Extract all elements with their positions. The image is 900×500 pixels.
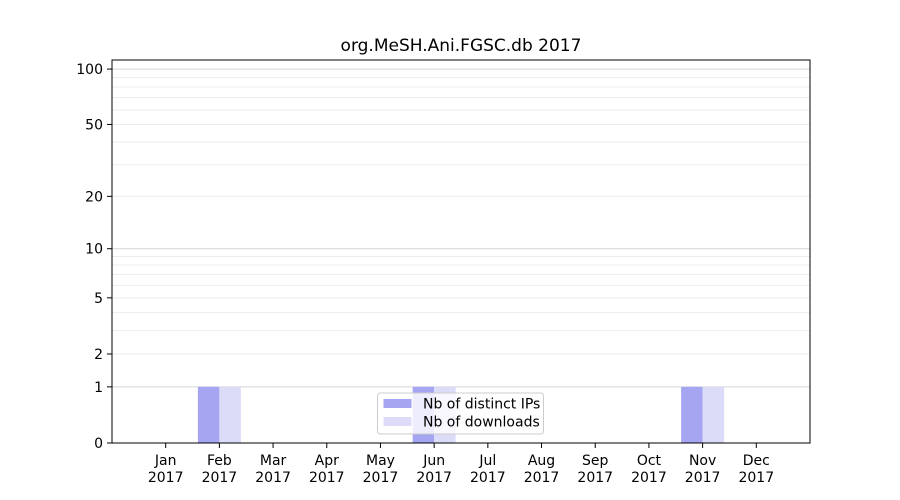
x-tick-label-month: Jul: [478, 453, 496, 469]
chart-title: org.MeSH.Ani.FGSC.db 2017: [341, 36, 582, 56]
axis-layer: 0125102050100Jan2017Feb2017Mar2017Apr201…: [76, 62, 774, 486]
x-tick-label-year: 2017: [255, 470, 291, 486]
legend-swatch-downloads: [383, 417, 412, 426]
x-tick-label-year: 2017: [524, 470, 560, 486]
x-tick-label-month: Dec: [743, 453, 770, 469]
bar-nb-of-distinct-ips-nov-2017: [681, 386, 703, 443]
x-tick-label-year: 2017: [685, 470, 721, 486]
x-tick-label-year: 2017: [309, 470, 345, 486]
x-tick-label-year: 2017: [363, 470, 399, 486]
x-tick-label-month: Sep: [582, 453, 609, 469]
y-tick-label: 5: [94, 291, 103, 307]
legend-label-downloads: Nb of downloads: [423, 415, 540, 431]
y-tick-label: 10: [85, 242, 103, 258]
legend: Nb of distinct IPs Nb of downloads: [377, 392, 544, 435]
x-tick-label-year: 2017: [470, 470, 506, 486]
x-tick-label-year: 2017: [577, 470, 613, 486]
y-tick-label: 100: [76, 62, 103, 78]
x-tick-label-month: May: [366, 453, 395, 469]
plot-border: [111, 59, 811, 444]
x-tick-label-month: Aug: [528, 453, 555, 469]
legend-box: [377, 392, 544, 435]
legend-label-distinct-ips: Nb of distinct IPs: [423, 397, 540, 413]
x-tick-label-year: 2017: [738, 470, 774, 486]
y-tick-label: 2: [94, 347, 103, 363]
x-tick-label-month: Jun: [422, 453, 445, 469]
y-tick-label: 0: [94, 436, 103, 452]
bar-nb-of-distinct-ips-feb-2017: [197, 386, 220, 443]
y-tick-label: 50: [85, 117, 103, 133]
grid-layer: [112, 68, 810, 388]
x-tick-label-month: Oct: [637, 453, 662, 469]
x-tick-label-month: Apr: [315, 453, 339, 469]
y-tick-label: 1: [94, 380, 103, 396]
legend-swatch-distinct-ips: [383, 399, 412, 408]
x-tick-label-month: Nov: [689, 453, 716, 469]
x-tick-label-year: 2017: [631, 470, 667, 486]
x-tick-label-month: Jan: [154, 453, 177, 469]
y-tick-label: 20: [85, 189, 103, 205]
x-tick-label-year: 2017: [148, 470, 184, 486]
x-tick-label-month: Feb: [207, 453, 232, 469]
bar-nb-of-downloads-feb-2017: [219, 386, 241, 443]
x-tick-label-year: 2017: [416, 470, 452, 486]
x-tick-label-year: 2017: [202, 470, 238, 486]
x-tick-label-month: Mar: [260, 453, 287, 469]
bar-nb-of-downloads-nov-2017: [702, 386, 725, 443]
